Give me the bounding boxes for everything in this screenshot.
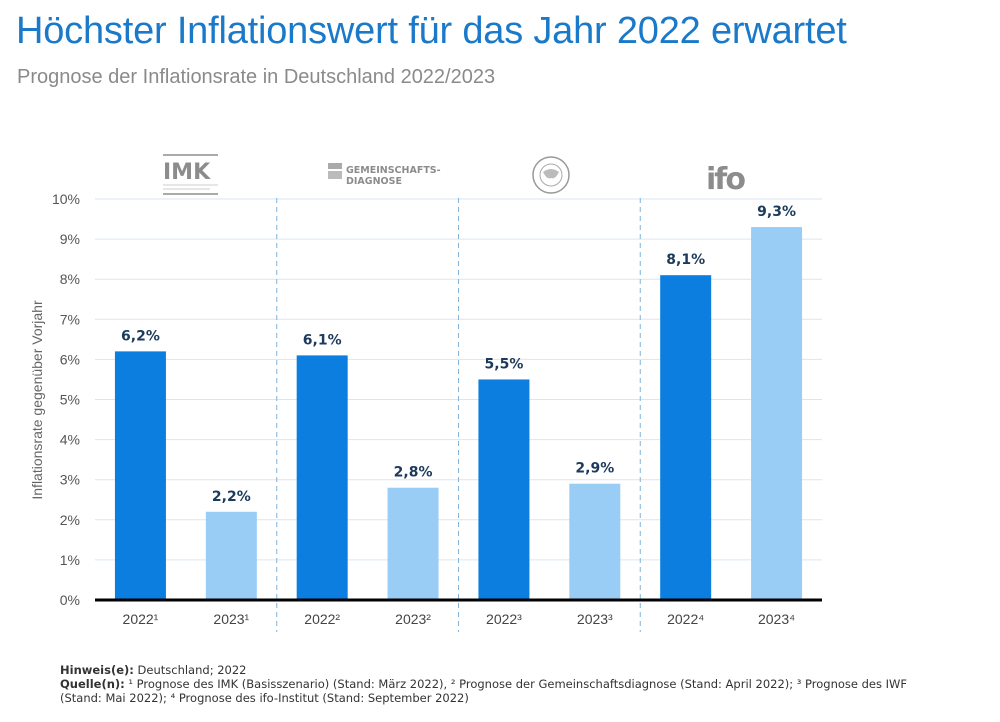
chart-subtitle: Prognose der Inflationsrate in Deutschla…: [17, 66, 496, 88]
value-label: 2,2%: [212, 489, 251, 505]
svg-text:GEMEINSCHAFTS-: GEMEINSCHAFTS-: [346, 165, 441, 176]
x-tick-label: 2022³: [486, 611, 522, 627]
x-tick-labels: 2022¹ 2023¹ 2022² 2023² 2022³ 2023³ 2022⁴ 2023⁴: [123, 611, 796, 627]
bar: [114, 351, 166, 600]
value-labels: 6,2% 2,2% 6,1% 2,8% 5,5% 2,9% 8,1% 9,3%: [121, 204, 796, 505]
chart-title: Höchster Inflationswert für das Jahr 202…: [16, 10, 847, 52]
y-tick-label: 5%: [60, 392, 80, 408]
y-tick-label: 7%: [60, 311, 80, 327]
x-tick-label: 2022²: [304, 611, 340, 627]
y-tick-labels: 0% 1% 2% 3% 4% 5% 6% 7% 8% 9% 10%: [52, 191, 80, 608]
group-separators: [276, 198, 641, 632]
bar: [478, 379, 530, 600]
gemeinschaftsdiagnose-logo: GEMEINSCHAFTS- DIAGNOSE: [328, 163, 441, 187]
value-label: 6,1%: [303, 332, 342, 348]
svg-text:DIAGNOSE: DIAGNOSE: [346, 176, 402, 187]
svg-text:ifo: ifo: [706, 162, 745, 197]
y-axis-label: Inflationsrate gegenüber Vorjahr: [29, 300, 45, 500]
bar: [569, 483, 621, 600]
y-tick-label: 1%: [60, 552, 80, 568]
y-tick-label: 8%: [60, 271, 80, 287]
source-label: Quelle(n):: [60, 677, 125, 691]
footer-source: Quelle(n): ¹ Prognose des IMK (Basisszen…: [60, 677, 920, 705]
value-label: 9,3%: [757, 204, 796, 220]
y-tick-label: 3%: [60, 472, 80, 488]
value-label: 2,9%: [575, 461, 614, 477]
y-tick-label: 0%: [60, 592, 80, 608]
chart-footer: Hinweis(e): Deutschland; 2022 Quelle(n):…: [60, 663, 920, 705]
x-tick-label: 2023⁴: [758, 611, 795, 627]
x-tick-label: 2022⁴: [667, 611, 704, 627]
imk-logo: IMK: [163, 154, 218, 195]
note-label: Hinweis(e):: [60, 663, 134, 677]
ifo-logo: ifo: [706, 162, 747, 197]
bars: [114, 227, 803, 600]
iwf-logo: [532, 156, 570, 194]
x-tick-label: 2022¹: [123, 611, 159, 627]
bar: [751, 227, 803, 600]
value-label: 6,2%: [121, 328, 160, 344]
y-tick-label: 4%: [60, 432, 80, 448]
value-label: 5,5%: [485, 356, 524, 372]
x-tick-label: 2023³: [577, 611, 613, 627]
svg-text:IMK: IMK: [163, 160, 211, 185]
y-tick-label: 10%: [52, 191, 80, 207]
bar: [660, 275, 712, 600]
y-tick-label: 6%: [60, 351, 80, 367]
source-text: ¹ Prognose des IMK (Basisszenario) (Stan…: [60, 677, 908, 705]
value-label: 2,8%: [394, 465, 433, 481]
note-text: Deutschland; 2022: [133, 663, 247, 677]
y-tick-label: 9%: [60, 231, 80, 247]
x-tick-label: 2023¹: [213, 611, 249, 627]
x-tick-label: 2023²: [395, 611, 431, 627]
bar: [205, 511, 257, 600]
bar: [387, 487, 439, 600]
value-label: 8,1%: [666, 252, 705, 268]
footer-note: Hinweis(e): Deutschland; 2022: [60, 663, 920, 677]
bar: [296, 355, 348, 600]
y-tick-label: 2%: [60, 512, 80, 528]
bar-chart: 0% 1% 2% 3% 4% 5% 6% 7% 8% 9% 10% 6,2% 2,2% 6,1% 2,8%…: [29, 154, 822, 632]
